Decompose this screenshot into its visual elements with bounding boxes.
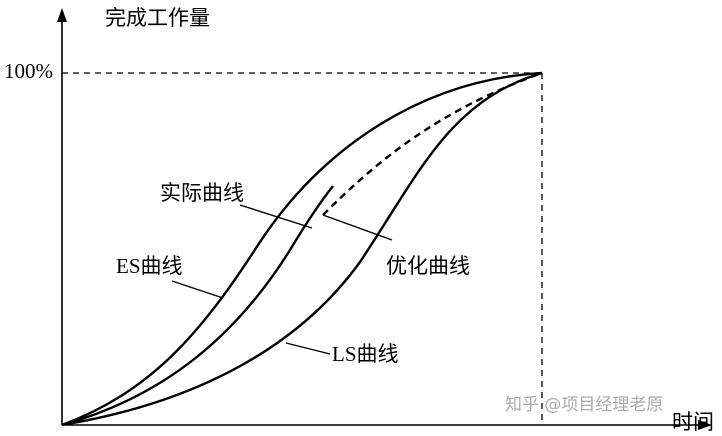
y-max-label: 100% — [4, 59, 53, 83]
x-label: 时间 — [672, 410, 714, 434]
curve-label: LS曲线 — [332, 342, 399, 366]
leader — [285, 342, 331, 355]
y-label: 完成工作量 — [105, 6, 210, 30]
curve-label: ES曲线 — [116, 254, 183, 278]
curve-label: 优化曲线 — [386, 254, 470, 278]
optimized-curve — [322, 71, 543, 216]
leader — [239, 204, 313, 229]
leader — [322, 214, 393, 241]
watermark: 知乎 @项目经理老原 — [505, 395, 663, 415]
actual-curve — [61, 185, 334, 427]
x-arrow — [698, 420, 712, 430]
curve-label: 实际曲线 — [160, 181, 244, 205]
y-arrow — [57, 8, 67, 22]
es-curve — [61, 71, 543, 427]
ls-curve — [61, 71, 543, 427]
leader — [171, 280, 224, 299]
